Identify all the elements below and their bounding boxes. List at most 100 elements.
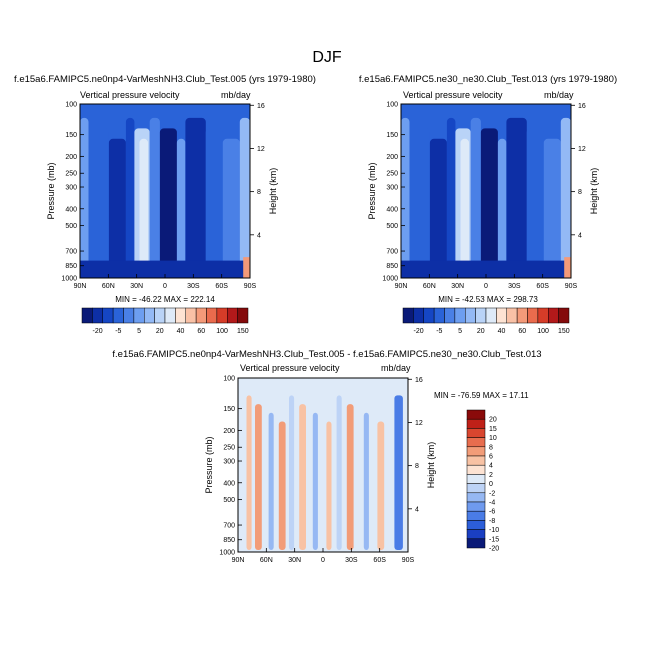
pressure-tick-label: 100 (386, 102, 398, 109)
colorbar-swatch (466, 428, 486, 438)
latitude-tick-label: 60N (102, 283, 115, 290)
field-band (336, 395, 342, 550)
height-tick-label: 12 (578, 146, 586, 153)
colorbar-swatch (423, 307, 435, 324)
colorbar-swatch (537, 307, 549, 324)
colorbar-swatch (164, 307, 176, 324)
colorbar-swatch (466, 409, 486, 420)
latitude-tick-label: 0 (163, 283, 167, 290)
colorbar-swatch (548, 307, 559, 324)
colorbar-swatch (506, 307, 518, 324)
colorbar-swatch (516, 307, 528, 324)
colorbar-swatch (466, 538, 486, 549)
field-band (125, 117, 135, 276)
colorbar-label: -2 (489, 490, 495, 497)
pressure-tick-label: 250 (386, 171, 398, 178)
field-band (543, 138, 561, 276)
panel-3-units-label: mb/day (381, 363, 411, 373)
colorbar-swatch (466, 446, 486, 457)
colorbar-label: -5 (115, 328, 121, 335)
pressure-tick-label: 850 (65, 263, 77, 270)
latitude-tick-label: 30N (288, 557, 301, 564)
colorbar-label: 8 (489, 444, 493, 451)
colorbar-swatch (144, 307, 155, 324)
field-band (159, 128, 177, 276)
pressure-tick-label: 150 (65, 132, 77, 139)
field-band (506, 117, 527, 276)
pressure-tick-label: 700 (65, 249, 77, 256)
height-axis-title: Height (km) (589, 168, 599, 215)
latitude-tick-label: 30N (130, 283, 143, 290)
height-tick-label: 12 (257, 146, 265, 153)
colorbar-label: 20 (156, 328, 164, 335)
colorbar-swatch (558, 307, 570, 324)
colorbar-label: -20 (489, 546, 499, 553)
surface-layer (401, 260, 571, 278)
field-band (460, 138, 469, 276)
colorbar-swatch (466, 418, 486, 429)
latitude-tick-label: 60N (423, 283, 436, 290)
colorbar-label: 150 (558, 328, 570, 335)
colorbar-label: 60 (518, 328, 526, 335)
colorbar-swatch (195, 307, 207, 324)
colorbar-swatch (175, 307, 186, 324)
pressure-tick-label: 300 (386, 185, 398, 192)
height-axis-title: Height (km) (426, 442, 436, 489)
panel-3: f.e15a6.FAMIPC5.ne0np4-VarMeshNH3.Club_T… (112, 349, 541, 564)
colorbar-label: 0 (489, 481, 493, 488)
field-band (394, 395, 403, 550)
colorbar-label: 150 (237, 328, 249, 335)
field-band (446, 117, 456, 276)
latitude-tick-label: 60S (373, 557, 386, 564)
field-band (363, 412, 369, 550)
pressure-axis-title: Pressure (mb) (204, 436, 214, 493)
field-band (289, 395, 295, 550)
pressure-tick-label: 700 (223, 523, 235, 530)
colorbar-swatch (227, 307, 238, 324)
surface-positive-patch (243, 257, 250, 278)
colorbar-label: 100 (537, 328, 549, 335)
latitude-tick-label: 90S (565, 283, 578, 290)
colorbar-swatch (466, 464, 486, 475)
pressure-tick-label: 300 (65, 185, 77, 192)
field-band (88, 128, 109, 276)
colorbar-swatch (496, 307, 507, 324)
height-tick-label: 16 (578, 103, 586, 110)
pressure-tick-label: 1000 (61, 276, 77, 283)
field-band (185, 117, 206, 276)
latitude-tick-label: 30S (187, 283, 200, 290)
field-band (278, 421, 286, 550)
colorbar-label: 60 (197, 328, 205, 335)
main-title: DJF (312, 49, 342, 66)
field-band (239, 117, 250, 276)
pressure-tick-label: 200 (386, 154, 398, 161)
colorbar-swatch (466, 520, 486, 530)
pressure-tick-label: 400 (65, 206, 77, 213)
colorbar-label: 20 (489, 417, 497, 424)
latitude-tick-label: 30S (508, 283, 521, 290)
latitude-tick-label: 0 (484, 283, 488, 290)
field-band (299, 404, 306, 550)
panel-2: f.e15a6.FAMIPC5.ne30_ne30.Club_Test.013 … (359, 74, 617, 335)
pressure-tick-label: 850 (386, 263, 398, 270)
pressure-tick-label: 700 (386, 249, 398, 256)
latitude-tick-label: 60S (215, 283, 228, 290)
surface-layer (80, 260, 250, 278)
field-band (222, 138, 240, 276)
latitude-tick-label: 90S (402, 557, 415, 564)
latitude-tick-label: 90N (74, 283, 87, 290)
pressure-tick-label: 400 (223, 480, 235, 487)
pressure-tick-label: 100 (65, 102, 77, 109)
field-band (560, 117, 571, 276)
colorbar-label: 40 (177, 328, 185, 335)
panel-1-variable-label: Vertical pressure velocity (80, 90, 180, 100)
field-band (268, 412, 274, 550)
field-band (377, 421, 385, 550)
pressure-tick-label: 1000 (219, 550, 235, 557)
field-band (526, 128, 544, 276)
latitude-tick-label: 90N (395, 283, 408, 290)
colorbar-swatch (475, 307, 487, 324)
latitude-tick-label: 90S (244, 283, 257, 290)
panel-1: f.e15a6.FAMIPC5.ne0np4-VarMeshNH3.Club_T… (14, 74, 316, 335)
